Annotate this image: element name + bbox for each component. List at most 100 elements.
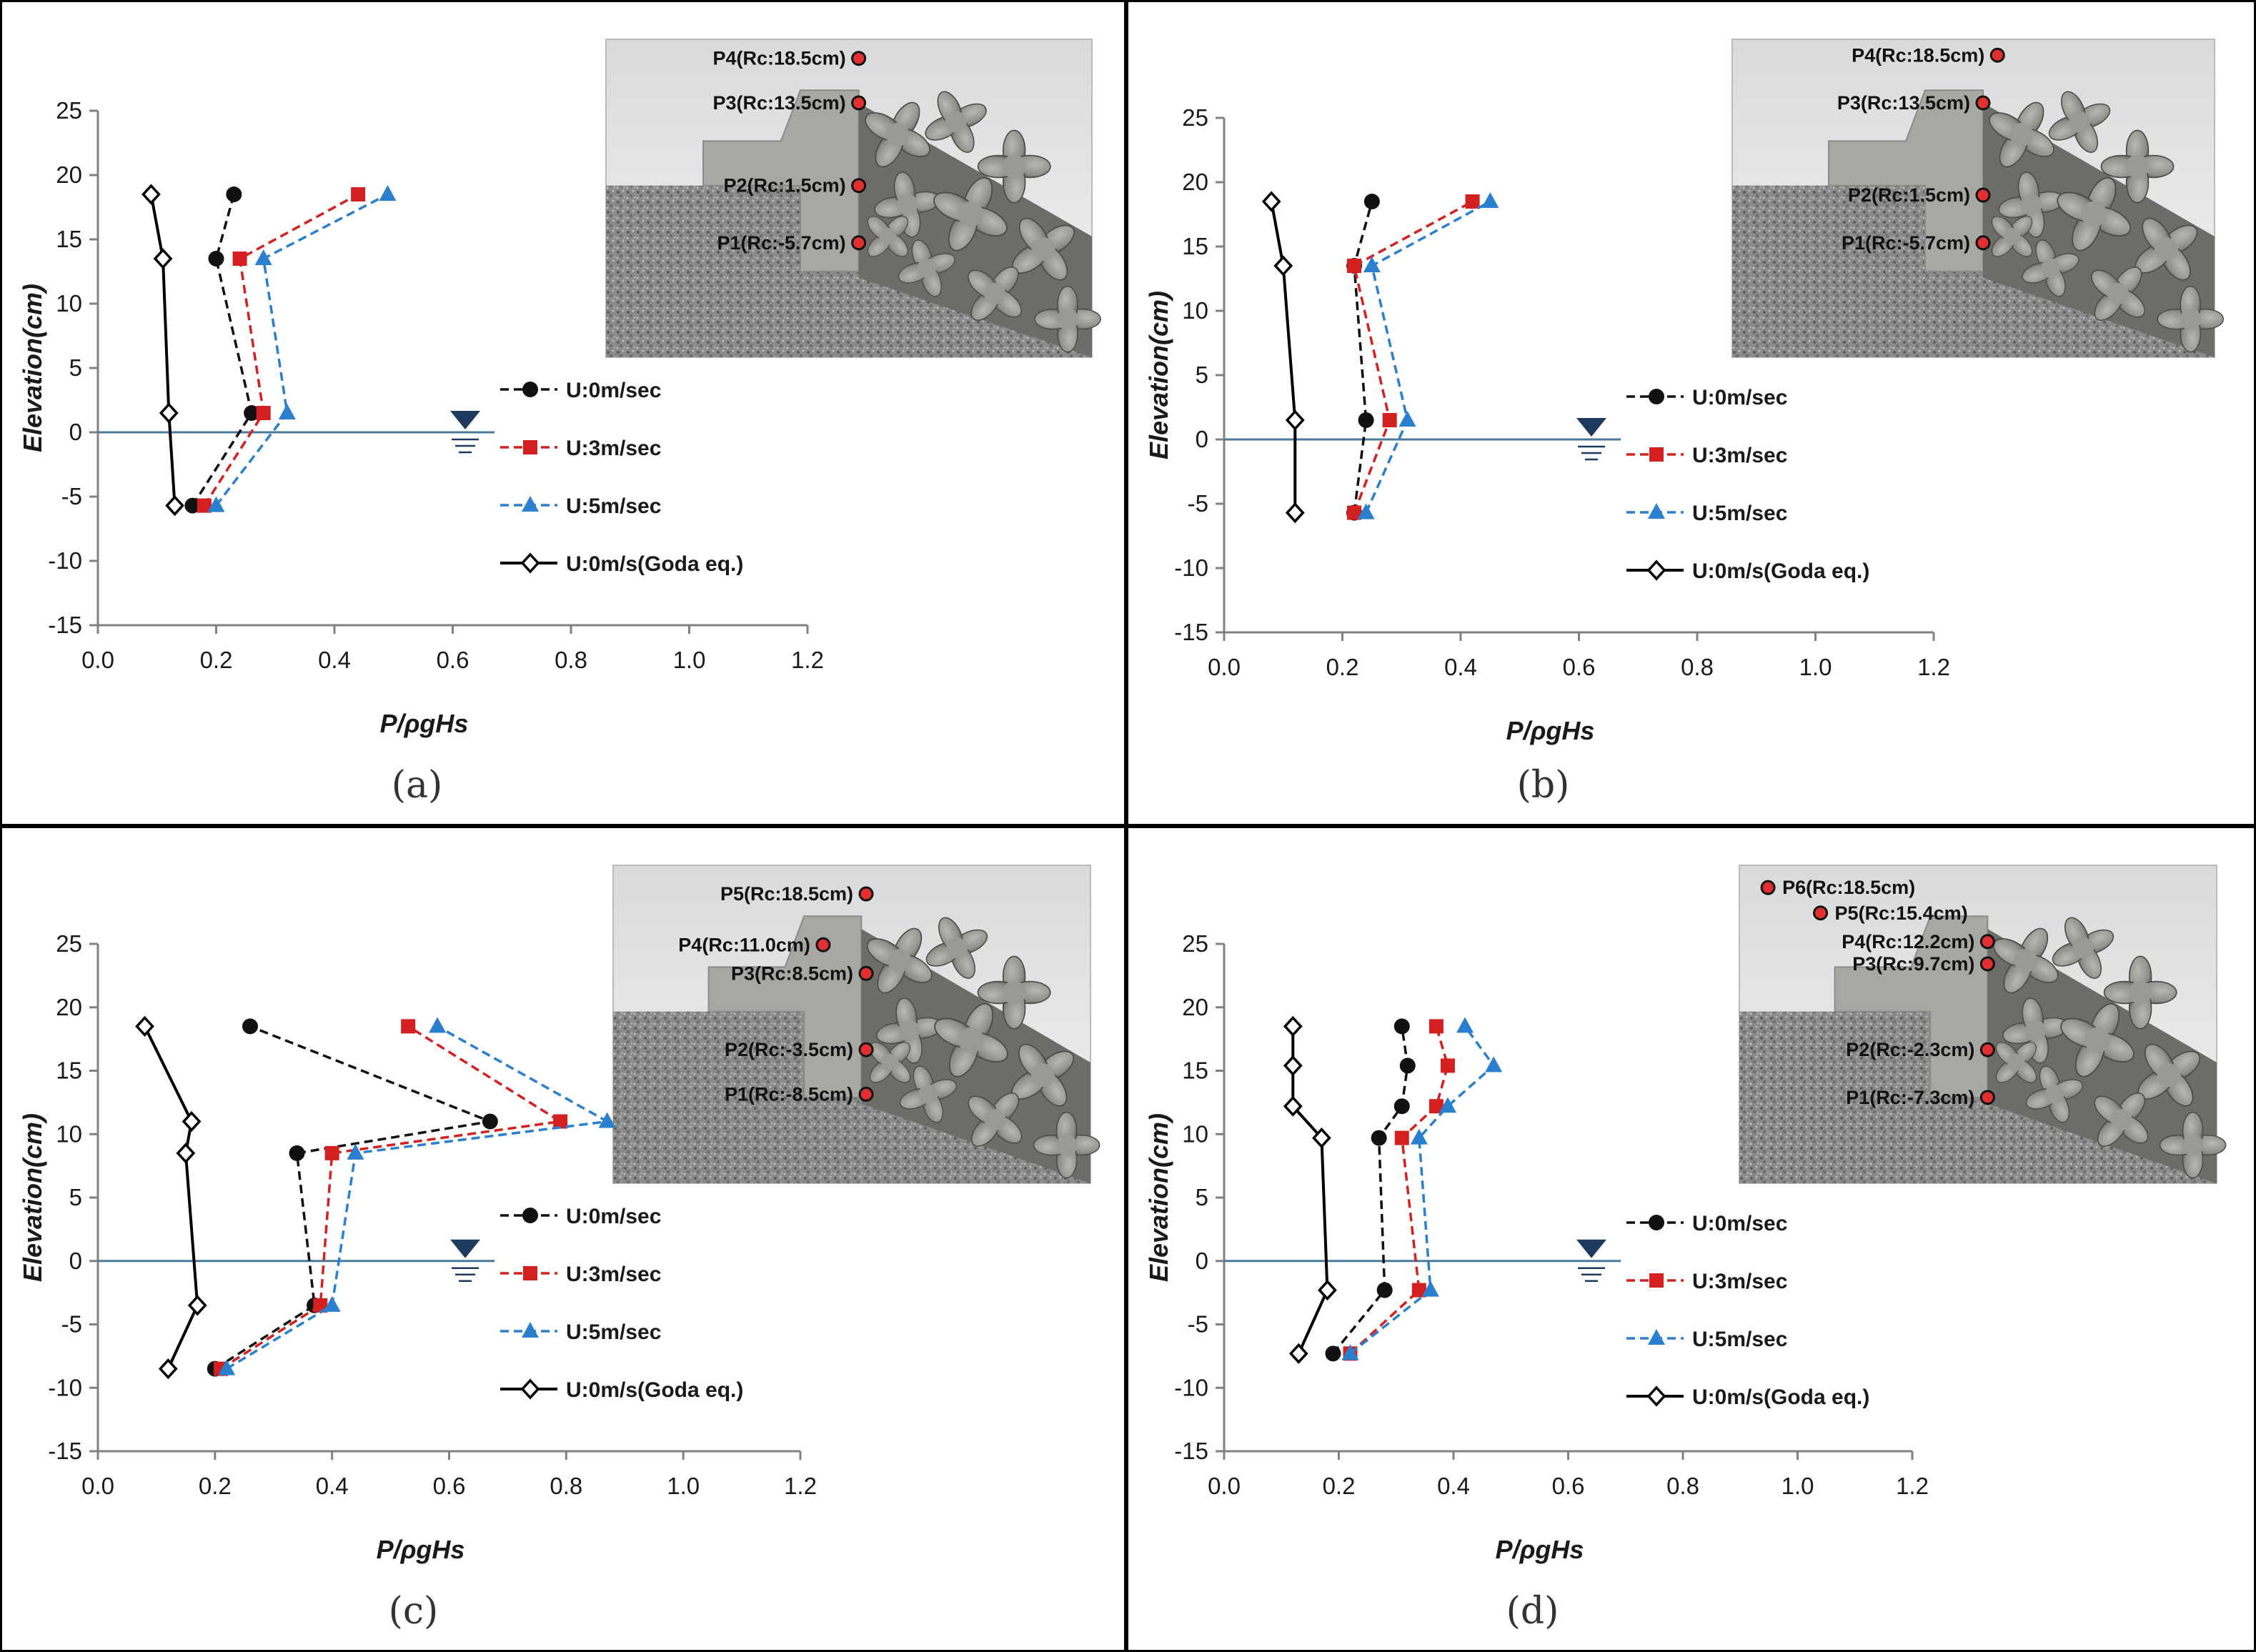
- panel-label: (a): [392, 764, 443, 807]
- tetrapod-core: [957, 201, 984, 227]
- legend-entry: U:3m/sec: [500, 1263, 661, 1286]
- tetrapod-armour-unit: [2002, 997, 2069, 1064]
- pressure-gauge-label: P3(Rc:9.7cm): [1852, 953, 1974, 975]
- tetrapod-core: [2107, 283, 2129, 304]
- series-line: [1332, 1026, 1409, 1355]
- legend-label: U:3m/sec: [1692, 444, 1787, 467]
- tetrapod-core: [2110, 1109, 2132, 1130]
- tetrapod-core: [2081, 201, 2107, 227]
- tetrapod-armour-unit: [1991, 216, 2033, 257]
- pressure-gauge-label: P4(Rc:18.5cm): [713, 48, 846, 69]
- data-point: [187, 1295, 207, 1316]
- series-0: [184, 186, 260, 514]
- tetrapod-core: [984, 1109, 1006, 1130]
- data-point: [1288, 1343, 1308, 1364]
- data-point: [347, 1143, 364, 1160]
- pressure-gauge-dot: [1979, 1090, 1995, 1105]
- legend-entry: U:0m/s(Goda eq.): [1626, 559, 1869, 583]
- pressure-gauge-dot: [851, 235, 867, 251]
- y-tick-label: 5: [69, 354, 82, 381]
- data-point: [1481, 192, 1499, 208]
- tetrapod-armour-unit: [977, 129, 1051, 204]
- tetrapod-core: [945, 937, 968, 959]
- tetrapod-core: [888, 948, 912, 973]
- tetrapod-armour-unit: [933, 176, 1008, 252]
- water-level-marker: [1576, 1239, 1606, 1282]
- x-tick-label: 1.0: [667, 1473, 700, 1499]
- y-tick-label: -5: [61, 483, 82, 509]
- tetrapod-armour-unit: [869, 1042, 911, 1083]
- y-tick-label: 0: [1196, 1248, 1208, 1274]
- legend-entry: U:0m/sec: [500, 1205, 661, 1228]
- x-tick-label: 0.0: [1208, 1473, 1241, 1499]
- pressure-gauge-label: P1(Rc:-5.7cm): [717, 232, 846, 254]
- data-point: [482, 1113, 498, 1130]
- pressure-gauge-dot: [1813, 905, 1829, 921]
- legend-label: U:3m/sec: [1692, 1270, 1787, 1293]
- x-tick-label: 0.2: [200, 647, 233, 673]
- series-3: [1261, 191, 1305, 524]
- tetrapod-armour-unit: [2025, 1065, 2083, 1123]
- series-line: [1353, 200, 1474, 514]
- x-axis-title: P/ρgHs: [1506, 716, 1595, 745]
- data-point: [1357, 503, 1375, 519]
- data-point: [256, 406, 271, 420]
- tetrapod-armour-unit: [1989, 101, 2054, 168]
- legend-label: U:0m/sec: [1692, 386, 1787, 409]
- y-axis-title: Elevation(cm): [1144, 1113, 1173, 1282]
- pressure-gauge-label: P6(Rc:18.5cm): [1782, 877, 1915, 898]
- pressure-gauge-dot: [1979, 1042, 1995, 1058]
- data-point: [1421, 1280, 1439, 1297]
- data-point: [1318, 1279, 1337, 1301]
- data-point: [1440, 1058, 1455, 1073]
- series-line: [149, 194, 177, 506]
- data-point: [1382, 413, 1397, 427]
- tetrapod-core: [2044, 1084, 2064, 1104]
- data-point: [1394, 1130, 1409, 1145]
- x-tick-label: 1.2: [791, 647, 824, 673]
- y-tick-label: 15: [1182, 1058, 1208, 1084]
- x-tick-label: 0.8: [550, 1473, 582, 1499]
- data-point: [208, 251, 224, 267]
- series-line: [191, 194, 254, 507]
- series-3: [1283, 1015, 1337, 1364]
- x-tick-label: 0.6: [437, 647, 469, 673]
- data-point: [1428, 1019, 1443, 1034]
- pressure-gauge-dot: [851, 178, 867, 194]
- data-point: [197, 498, 212, 513]
- series-line: [1270, 201, 1297, 513]
- legend-marker: [1649, 1273, 1664, 1288]
- series-line: [220, 1025, 565, 1370]
- water-level-marker: [450, 411, 480, 454]
- tetrapod-armour-unit: [925, 91, 987, 153]
- pressure-gauge-dot: [815, 937, 831, 952]
- water-level-triangle-icon: [450, 411, 480, 429]
- legend-entry: U:0m/sec: [500, 379, 661, 402]
- structure-inset-photo: P5(Rc:18.5cm) P4(Rc:11.0cm) P3(Rc:8.5cm) P2…: [612, 865, 1100, 1184]
- tetrapod-core: [881, 1053, 899, 1071]
- y-tick-label: -10: [1174, 1374, 1208, 1400]
- y-tick-label: -5: [1188, 1311, 1208, 1338]
- y-tick-label: -5: [61, 1311, 82, 1338]
- pressure-gauge-label: P4(Rc:18.5cm): [1852, 44, 1984, 66]
- tetrapod-core: [2014, 948, 2038, 973]
- series-1: [1343, 1019, 1455, 1361]
- pressure-gauge-dot: [851, 95, 867, 111]
- structure-inset-photo: P4(Rc:18.5cm) P3(Rc:13.5cm) P2(Rc:1.5cm) P1…: [1731, 39, 2224, 358]
- x-tick-label: 0.4: [1437, 1473, 1470, 1499]
- pressure-gauge-dot: [858, 1086, 874, 1102]
- pressure-gauge-dot: [1979, 956, 1995, 972]
- x-tick-label: 0.8: [1681, 654, 1714, 680]
- data-point: [226, 186, 242, 202]
- data-point: [1393, 1098, 1410, 1115]
- x-axis-title: P/ρgHs: [1496, 1535, 1584, 1564]
- x-tick-label: 0.6: [433, 1473, 466, 1499]
- series-line: [215, 193, 389, 507]
- y-tick-label: 25: [56, 930, 82, 957]
- legend-marker: [522, 382, 538, 397]
- tetrapod-core: [1031, 237, 1055, 262]
- tetrapod-core: [2009, 122, 2034, 147]
- y-tick-label: 25: [1182, 104, 1208, 131]
- panel-label: (c): [389, 1590, 439, 1633]
- data-point: [1283, 1095, 1303, 1117]
